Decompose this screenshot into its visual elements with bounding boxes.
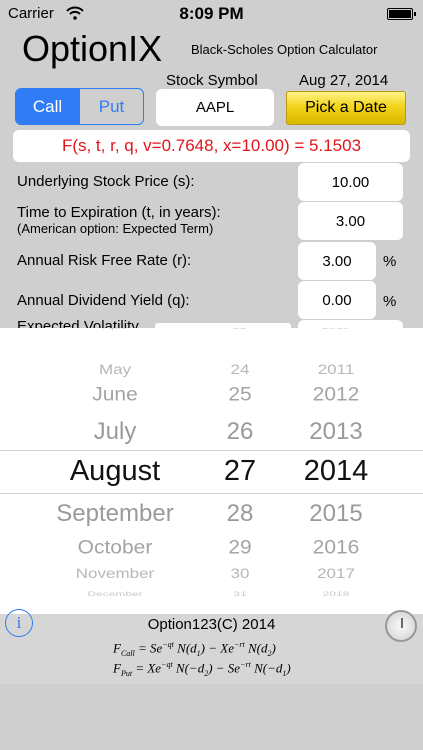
dividend-label: Annual Dividend Yield (q): [17,292,190,309]
pick-date-button[interactable]: Pick a Date [286,91,406,125]
call-equation: FCall = Se−qt N(d1) − Xe−rt N(d2) [113,640,276,658]
month-option[interactable]: September [56,500,174,527]
risk-free-label: Annual Risk Free Rate (r): [17,252,192,269]
day-option[interactable]: 30 [230,566,250,582]
day-option[interactable]: 29 [228,536,252,559]
day-option[interactable]: 23 [200,328,280,331]
year-option[interactable]: 2018 [322,590,350,598]
battery-icon [387,8,416,20]
expiration-label-text: Time to Expiration (t, in years): [17,204,221,221]
expiration-label: Time to Expiration (t, in years): (Ameri… [17,204,221,236]
day-option[interactable]: 28 [226,500,254,527]
option-type-segmented-control[interactable]: Call Put [15,88,144,125]
selected-date-label: Aug 27, 2014 [299,72,389,89]
year-option[interactable]: 2014 [303,455,369,487]
put-segment[interactable]: Put [79,89,143,124]
expiration-field[interactable]: 3.00 [298,202,403,240]
risk-free-field[interactable]: 3.00 [298,242,376,280]
month-option[interactable]: May [98,362,132,378]
day-option[interactable]: 27 [223,455,257,487]
year-option[interactable]: 2012 [312,383,360,406]
stock-symbol-field[interactable]: AAPL [156,89,274,126]
year-option[interactable]: 2015 [309,500,363,527]
year-option[interactable]: 2011 [317,362,355,378]
month-option[interactable]: July [93,418,137,445]
day-option[interactable]: 26 [226,418,254,445]
year-option[interactable]: 2013 [309,418,363,445]
copyright-text: Option123(C) 2014 [147,616,276,633]
day-wheel[interactable]: 23 24 25 26 27 28 29 30 31 [200,328,280,614]
month-option[interactable]: June [92,383,138,406]
clock-icon[interactable] [385,610,417,642]
day-option[interactable]: 25 [228,383,252,406]
call-segment[interactable]: Call [16,89,79,124]
month-option[interactable]: August [69,455,161,487]
bottom-area [0,684,423,750]
picker-selection-band [0,450,423,494]
stock-price-label: Underlying Stock Price (s): [17,173,195,190]
expiration-sublabel: (American option: Expected Term) [17,221,214,236]
day-option[interactable]: 24 [230,362,250,378]
month-option[interactable]: December [87,590,143,598]
status-bar: Carrier 8:09 PM [0,0,423,28]
clock-time: 8:09 PM [179,4,244,23]
info-icon[interactable]: i [5,609,33,637]
year-option[interactable]: 2016 [312,536,360,559]
volatility-field[interactable] [298,320,403,329]
year-option[interactable]: 2010 [284,328,388,331]
month-option[interactable]: April [20,328,210,331]
dividend-field[interactable]: 0.00 [298,281,376,319]
put-equation: FPut = Xe−qt N(−d2) − Se−rt N(−d1) [113,660,291,678]
dividend-unit: % [383,293,397,310]
day-option[interactable]: 31 [233,590,247,598]
year-option[interactable]: 2017 [317,566,355,582]
carrier-label: Carrier [8,5,54,22]
wifi-icon [66,6,84,20]
year-wheel[interactable]: 2010 2011 2012 2013 2014 2015 2016 2017 2018 [284,328,388,614]
month-option[interactable]: October [77,536,153,559]
volatility-label: Expected Volatility [17,318,139,328]
app-title: OptionIX [22,28,163,69]
month-wheel[interactable]: April May June July August September October No… [20,328,210,614]
footer: i Option123(C) 2014 FCall = Se−qt N(d1) … [0,609,423,684]
app-subtitle: Black-Scholes Option Calculator [191,42,378,57]
month-option[interactable]: November [75,566,155,582]
stock-price-field[interactable]: 10.00 [298,163,403,201]
risk-free-unit: % [383,253,397,270]
date-picker[interactable]: April May June July August September October No… [0,328,423,614]
result-formula: F(s, t, r, q, v=0.7648, x=10.00) = 5.150… [13,130,410,162]
volatility-slider-track[interactable] [155,323,291,329]
stock-symbol-label: Stock Symbol [166,72,258,89]
